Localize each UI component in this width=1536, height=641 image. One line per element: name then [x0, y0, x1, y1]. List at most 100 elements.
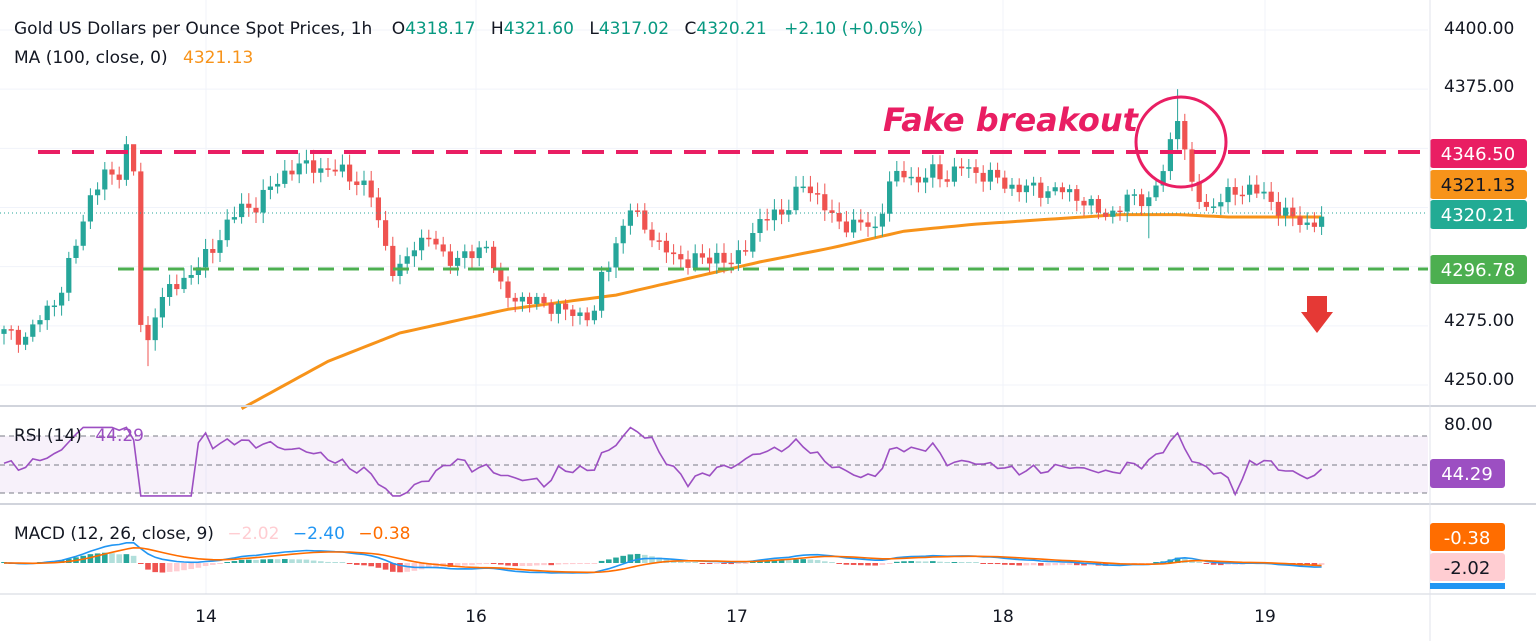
candle[interactable] [217, 229, 223, 262]
candle[interactable] [786, 199, 792, 222]
candle[interactable] [1275, 192, 1281, 226]
candle[interactable] [800, 175, 806, 193]
candle[interactable] [152, 308, 158, 351]
candle[interactable] [1218, 193, 1224, 216]
candle[interactable] [1319, 206, 1325, 235]
candle[interactable] [347, 154, 353, 191]
candle[interactable] [599, 266, 605, 318]
candle[interactable] [1131, 189, 1137, 206]
candle[interactable] [764, 208, 770, 231]
candle[interactable] [455, 250, 461, 276]
candle[interactable] [577, 307, 583, 325]
candle[interactable] [159, 287, 165, 328]
candle[interactable] [1311, 212, 1317, 233]
candle[interactable] [1146, 191, 1152, 239]
candle[interactable] [419, 229, 425, 261]
candle[interactable] [440, 236, 446, 257]
candle[interactable] [613, 236, 619, 279]
candle[interactable] [131, 144, 137, 176]
candle[interactable] [930, 155, 936, 188]
candle[interactable] [59, 286, 65, 316]
candle[interactable] [95, 182, 101, 205]
candle[interactable] [51, 299, 57, 317]
candle[interactable] [743, 240, 749, 256]
candle[interactable] [591, 305, 597, 325]
candle[interactable] [1211, 198, 1217, 213]
candle[interactable] [253, 197, 259, 223]
candle[interactable] [296, 152, 302, 184]
candle[interactable] [915, 167, 921, 193]
candle[interactable] [692, 244, 698, 272]
candle[interactable] [282, 160, 288, 188]
candle[interactable] [188, 265, 194, 285]
candle[interactable] [332, 159, 338, 176]
candle[interactable] [289, 160, 295, 181]
candle[interactable] [354, 171, 360, 196]
candle[interactable] [23, 332, 29, 351]
rsi-panel[interactable]: RSI (14) 44.29 80.00 44.29 [0, 415, 1505, 497]
candle[interactable] [512, 292, 518, 313]
candle[interactable] [750, 222, 756, 258]
candle[interactable] [951, 157, 957, 187]
candle[interactable] [519, 292, 525, 312]
candle[interactable] [1031, 176, 1037, 196]
candle[interactable] [1059, 182, 1065, 200]
candle[interactable] [167, 274, 173, 306]
candle[interactable] [195, 257, 201, 285]
candle[interactable] [1023, 179, 1029, 203]
candles[interactable] [1, 89, 1325, 367]
candle[interactable] [37, 315, 43, 333]
candle[interactable] [1225, 178, 1231, 213]
candle[interactable] [73, 239, 79, 264]
candle[interactable] [735, 240, 741, 271]
candle[interactable] [944, 170, 950, 188]
candle[interactable] [836, 202, 842, 230]
candle[interactable] [966, 159, 972, 178]
candle[interactable] [671, 244, 677, 265]
candle[interactable] [123, 136, 129, 186]
candle[interactable] [851, 209, 857, 238]
candle[interactable] [1045, 185, 1051, 204]
candle[interactable] [1052, 182, 1058, 196]
candle[interactable] [872, 216, 878, 238]
candle[interactable] [462, 244, 468, 269]
candle[interactable] [635, 203, 641, 217]
candle[interactable] [627, 203, 633, 235]
candle[interactable] [541, 293, 547, 308]
candle[interactable] [239, 193, 245, 224]
candle[interactable] [807, 175, 813, 202]
candle[interactable] [138, 162, 144, 333]
candle[interactable] [1283, 197, 1289, 227]
candle[interactable] [210, 238, 216, 264]
candle[interactable] [923, 168, 929, 194]
candle[interactable] [649, 222, 655, 248]
candle[interactable] [30, 319, 36, 342]
candle[interactable] [231, 206, 237, 224]
candle[interactable] [339, 154, 345, 178]
candle[interactable] [203, 238, 209, 278]
candle[interactable] [527, 292, 533, 313]
candle[interactable] [505, 276, 511, 308]
candle[interactable] [102, 162, 108, 201]
candle[interactable] [656, 232, 662, 251]
candle[interactable] [1182, 113, 1188, 160]
candle[interactable] [1189, 141, 1195, 192]
candle[interactable] [433, 230, 439, 250]
candle[interactable] [879, 203, 885, 237]
candle[interactable] [469, 244, 475, 269]
candle[interactable] [1196, 174, 1202, 210]
candle[interactable] [1016, 178, 1022, 202]
candle[interactable] [1038, 177, 1044, 207]
candle[interactable] [1103, 208, 1109, 221]
candle[interactable] [80, 214, 86, 251]
candle[interactable] [145, 316, 151, 367]
price-axis[interactable]: 4400.00 4375.00 4275.00 4250.00 [1444, 19, 1514, 390]
candle[interactable] [793, 176, 799, 215]
candle[interactable] [555, 299, 561, 324]
candle[interactable] [318, 157, 324, 183]
candle[interactable] [1175, 89, 1181, 150]
candle[interactable] [44, 300, 50, 330]
candle[interactable] [858, 209, 864, 231]
candle[interactable] [937, 155, 943, 188]
